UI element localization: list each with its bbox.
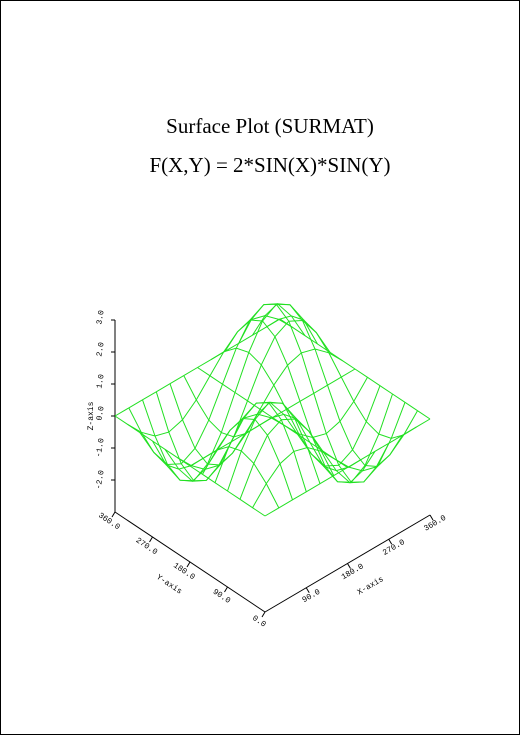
y-tick <box>149 536 153 543</box>
surface-line <box>142 399 293 500</box>
z-tick-label: -2.0 <box>94 469 106 490</box>
y-tick <box>111 511 116 518</box>
surface-line <box>266 315 417 439</box>
z-tick-label: -1.0 <box>94 437 106 458</box>
surface-line <box>279 318 431 420</box>
surface-line <box>128 407 280 509</box>
z-tick-label: 0.0 <box>95 405 106 421</box>
chart-subtitle: F(X,Y) = 2*SIN(X)*SIN(Y) <box>149 153 390 177</box>
y-tick <box>186 561 191 568</box>
x-tick <box>305 587 310 594</box>
surface-line <box>238 303 390 483</box>
surface-line <box>197 367 348 468</box>
surface-line <box>155 391 307 492</box>
x-tick <box>388 538 393 545</box>
z-tick-label: 1.0 <box>95 373 106 389</box>
surface-line <box>252 303 403 468</box>
x-tick <box>347 563 351 569</box>
chart-title: Surface Plot (SURMAT) <box>166 114 374 138</box>
surface-line <box>211 347 362 472</box>
z-tick-label: 3.0 <box>95 309 106 325</box>
surface-line <box>183 375 335 476</box>
z-tick-label: 2.0 <box>95 341 106 357</box>
surface-line <box>224 319 376 484</box>
z-axis-title: Z-axis <box>87 401 96 430</box>
x-tick <box>429 514 434 521</box>
y-tick <box>224 586 228 593</box>
y-tick <box>261 611 266 618</box>
